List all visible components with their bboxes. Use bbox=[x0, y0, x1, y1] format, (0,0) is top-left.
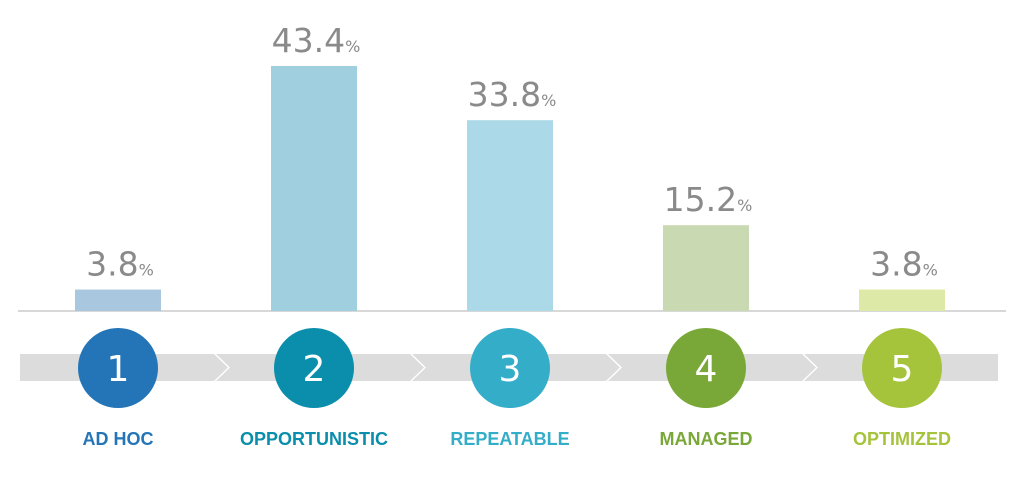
category-label: MANAGED bbox=[660, 429, 753, 449]
step-circle bbox=[78, 328, 158, 408]
step-number: 3 bbox=[499, 349, 522, 390]
step-circle bbox=[274, 328, 354, 408]
step-number: 4 bbox=[695, 349, 718, 390]
data-label-value: 3.8 bbox=[870, 245, 922, 284]
step-number: 5 bbox=[891, 349, 914, 390]
data-label-unit: % bbox=[139, 261, 154, 280]
category-label: OPTIMIZED bbox=[853, 429, 951, 449]
data-label: 3.8% bbox=[870, 245, 938, 284]
data-label: 33.8% bbox=[468, 75, 557, 114]
category-label: AD HOC bbox=[83, 429, 154, 449]
data-label-value: 33.8 bbox=[468, 75, 541, 114]
step-circle bbox=[470, 328, 550, 408]
data-label: 15.2% bbox=[664, 180, 753, 219]
step-circle bbox=[666, 328, 746, 408]
category-label: REPEATABLE bbox=[450, 429, 569, 449]
category-label-group: AD HOC OPPORTUNISTIC REPEATABLE MANAGED OPTI… bbox=[83, 429, 952, 449]
bar-group bbox=[75, 66, 945, 312]
step-circle-group: 1 2 3 4 5 bbox=[78, 328, 942, 408]
bar bbox=[467, 120, 553, 312]
bar bbox=[859, 289, 945, 311]
data-label-unit: % bbox=[737, 196, 752, 215]
bar bbox=[75, 289, 161, 311]
data-label-value: 43.4 bbox=[272, 21, 345, 60]
step-number: 1 bbox=[107, 349, 130, 390]
data-label-unit: % bbox=[345, 37, 360, 56]
data-label-unit: % bbox=[923, 261, 938, 280]
step-circle bbox=[862, 328, 942, 408]
category-label: OPPORTUNISTIC bbox=[240, 429, 388, 449]
data-label-unit: % bbox=[541, 91, 556, 110]
data-label-value: 15.2 bbox=[664, 180, 737, 219]
data-label-value: 3.8 bbox=[86, 245, 138, 284]
data-label: 3.8% bbox=[86, 245, 154, 284]
bar bbox=[663, 225, 749, 311]
bar bbox=[271, 66, 357, 311]
value-label-group: 3.8%43.4%33.8%15.2%3.8% bbox=[86, 21, 938, 284]
data-label: 43.4% bbox=[272, 21, 361, 60]
step-number: 2 bbox=[303, 349, 326, 390]
